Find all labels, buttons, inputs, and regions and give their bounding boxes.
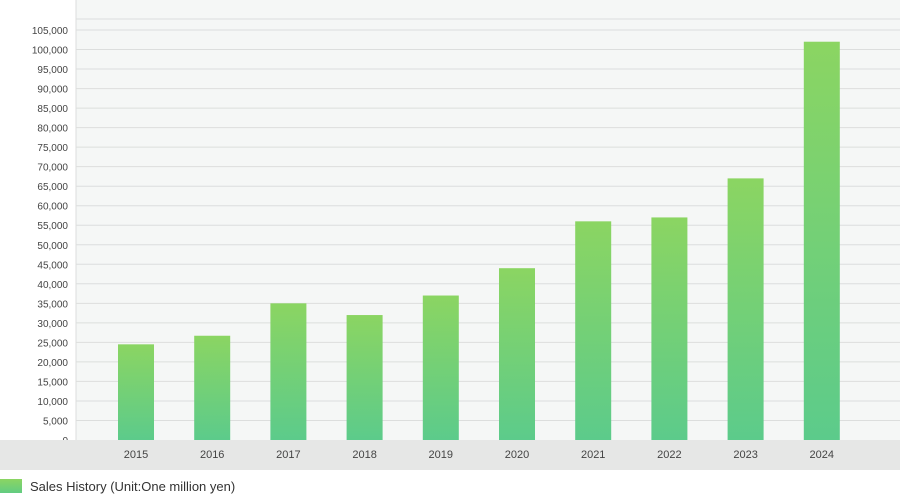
y-tick-label: 35,000 xyxy=(37,299,68,310)
y-tick-label: 15,000 xyxy=(37,377,68,388)
y-tick-label: 25,000 xyxy=(37,338,68,349)
y-tick-label: 70,000 xyxy=(37,163,68,174)
bar-2019 xyxy=(422,295,459,440)
y-tick-label: 30,000 xyxy=(37,319,68,330)
y-tick-label: 100,000 xyxy=(32,46,69,57)
bar-2021 xyxy=(575,221,612,440)
bar-2017 xyxy=(270,303,307,440)
y-tick-label: 85,000 xyxy=(37,104,68,115)
y-tick-label: 50,000 xyxy=(37,241,68,252)
y-tick-label: 95,000 xyxy=(37,65,68,76)
x-axis-ticks: 2015 2016 2017 2018 2019 2020 2021 2022 2023 2024 xyxy=(124,449,834,461)
legend: Sales History (Unit:One million yen) xyxy=(0,478,235,494)
y-tick-label: 45,000 xyxy=(37,260,68,271)
x-tick-label: 2022 xyxy=(657,449,681,461)
legend-label: Sales History (Unit:One million yen) xyxy=(30,478,236,494)
x-tick-label: 2017 xyxy=(276,449,300,461)
x-tick-label: 2016 xyxy=(200,449,224,461)
bar-2015 xyxy=(118,344,154,440)
y-tick-label: 90,000 xyxy=(37,85,68,96)
x-tick-label: 2021 xyxy=(581,449,605,461)
legend-swatch xyxy=(0,479,22,493)
y-tick-label: 20,000 xyxy=(37,358,68,369)
y-tick-label: 55,000 xyxy=(37,221,68,232)
bar-2018 xyxy=(346,315,383,440)
bar-2024 xyxy=(803,41,840,440)
y-tick-label: 40,000 xyxy=(37,280,68,291)
x-tick-label: 2023 xyxy=(733,449,757,461)
x-tick-label: 2020 xyxy=(505,449,529,461)
bar-2022 xyxy=(651,217,688,440)
y-axis-ticks: 05,00010,00015,00020,00025,00030,00035,0… xyxy=(32,26,69,447)
x-tick-label: 2019 xyxy=(429,449,453,461)
y-tick-label: 60,000 xyxy=(37,202,68,213)
chart-svg: 05,00010,00015,00020,00025,00030,00035,0… xyxy=(0,0,900,470)
x-tick-label: 2015 xyxy=(124,449,148,461)
bar-2016 xyxy=(194,335,231,440)
x-tick-label: 2018 xyxy=(352,449,376,461)
y-tick-label: 10,000 xyxy=(37,397,68,408)
bars xyxy=(118,41,840,440)
y-tick-label: 75,000 xyxy=(37,143,68,154)
y-tick-label: 80,000 xyxy=(37,124,68,135)
y-tick-label: 105,000 xyxy=(32,26,69,37)
y-tick-label: 65,000 xyxy=(37,182,68,193)
x-axis-band xyxy=(0,440,900,470)
x-tick-label: 2024 xyxy=(810,449,834,461)
y-tick-label: 5,000 xyxy=(43,416,68,427)
bar-2023 xyxy=(727,178,764,440)
bar-2020 xyxy=(499,268,535,440)
